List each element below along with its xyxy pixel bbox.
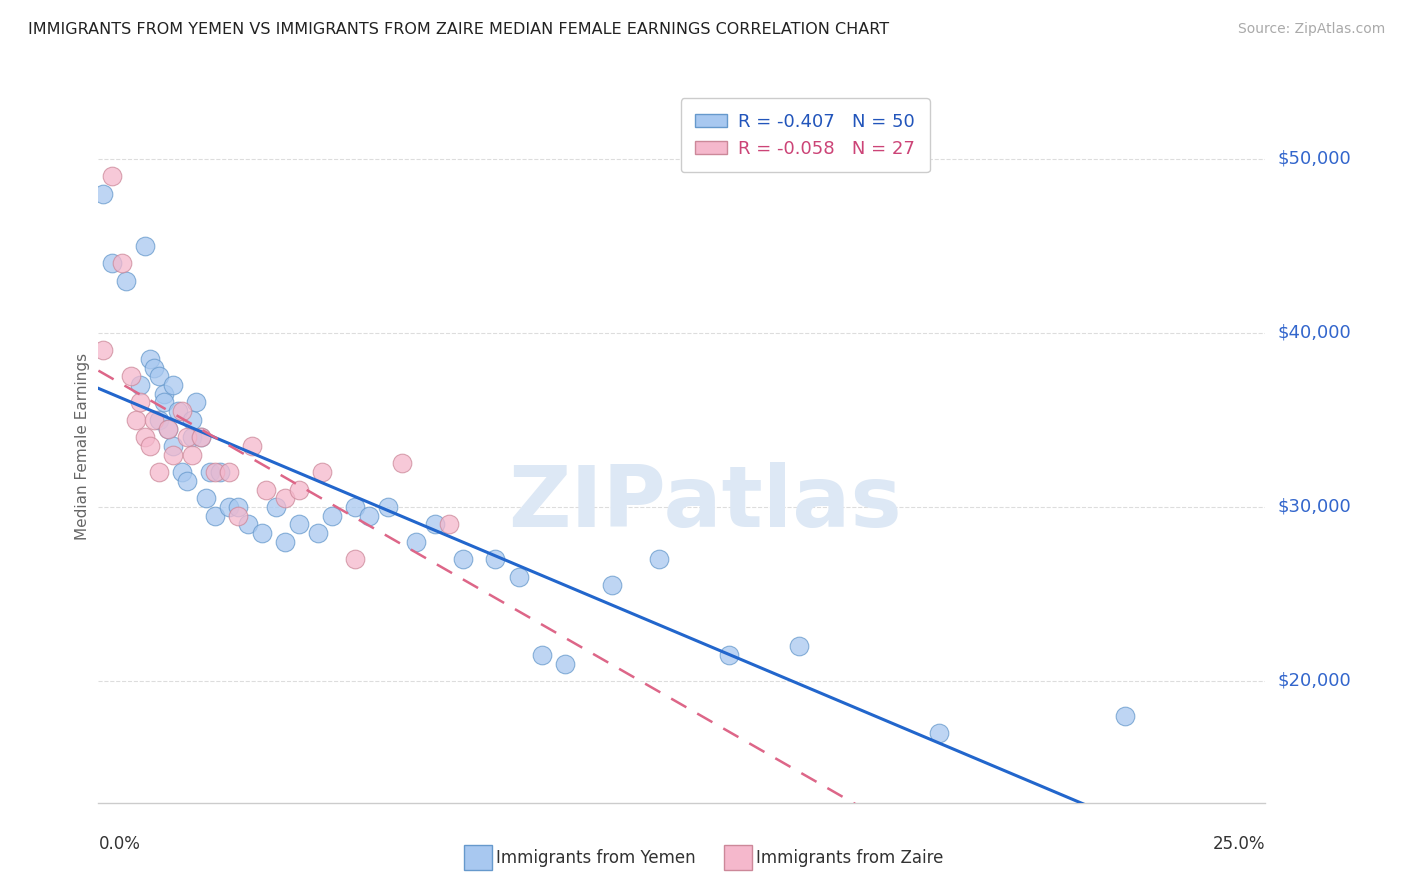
Point	[451, 552, 474, 566]
Point	[180, 430, 202, 444]
Text: Source: ZipAtlas.com: Source: ZipAtlas.com	[1237, 22, 1385, 37]
Point	[190, 430, 212, 444]
Legend: R = -0.407   N = 50, R = -0.058   N = 27: R = -0.407 N = 50, R = -0.058 N = 27	[681, 98, 929, 172]
Point	[508, 569, 530, 583]
Point	[157, 421, 180, 435]
Point	[1114, 708, 1136, 723]
Text: $50,000: $50,000	[1277, 150, 1351, 168]
Point	[423, 517, 446, 532]
Point	[180, 413, 202, 427]
Point	[928, 726, 950, 740]
Point	[218, 465, 240, 479]
Point	[172, 465, 194, 479]
Point	[139, 351, 162, 366]
Point	[152, 395, 174, 409]
Point	[484, 552, 506, 566]
Point	[554, 657, 576, 671]
Point	[129, 378, 152, 392]
Point	[405, 534, 427, 549]
Point	[190, 430, 212, 444]
Text: ZIPatlas: ZIPatlas	[509, 461, 903, 545]
Point	[236, 517, 259, 532]
Text: $40,000: $40,000	[1277, 324, 1351, 342]
Point	[134, 430, 156, 444]
Point	[717, 648, 740, 662]
Point	[152, 386, 174, 401]
Point	[787, 639, 810, 653]
Point	[91, 343, 114, 358]
Point	[139, 439, 162, 453]
Text: Immigrants from Zaire: Immigrants from Zaire	[756, 849, 943, 867]
Point	[274, 534, 297, 549]
Text: IMMIGRANTS FROM YEMEN VS IMMIGRANTS FROM ZAIRE MEDIAN FEMALE EARNINGS CORRELATIO: IMMIGRANTS FROM YEMEN VS IMMIGRANTS FROM…	[28, 22, 889, 37]
Point	[204, 508, 226, 523]
Point	[242, 439, 264, 453]
Text: $30,000: $30,000	[1277, 498, 1351, 516]
Point	[162, 439, 184, 453]
Point	[288, 483, 311, 497]
Point	[391, 457, 413, 471]
Point	[530, 648, 553, 662]
Point	[228, 508, 250, 523]
Point	[344, 552, 367, 566]
Point	[115, 274, 138, 288]
Y-axis label: Median Female Earnings: Median Female Earnings	[75, 352, 90, 540]
Point	[157, 421, 180, 435]
Point	[111, 256, 134, 270]
Text: 0.0%: 0.0%	[98, 835, 141, 853]
Point	[180, 448, 202, 462]
Point	[344, 500, 367, 514]
Point	[162, 448, 184, 462]
Point	[264, 500, 287, 514]
Point	[162, 378, 184, 392]
Point	[204, 465, 226, 479]
Point	[172, 404, 194, 418]
Point	[91, 186, 114, 201]
Point	[129, 395, 152, 409]
Point	[176, 430, 198, 444]
Point	[218, 500, 240, 514]
Point	[101, 169, 124, 184]
Point	[120, 369, 142, 384]
Point	[311, 465, 333, 479]
Point	[647, 552, 669, 566]
Point	[176, 474, 198, 488]
Point	[101, 256, 124, 270]
Point	[143, 413, 166, 427]
Text: $20,000: $20,000	[1277, 672, 1351, 690]
Point	[194, 491, 217, 506]
Point	[256, 483, 278, 497]
Point	[250, 526, 273, 541]
Point	[148, 465, 170, 479]
Text: Immigrants from Yemen: Immigrants from Yemen	[496, 849, 696, 867]
Point	[307, 526, 329, 541]
Point	[148, 369, 170, 384]
Point	[600, 578, 623, 592]
Point	[377, 500, 399, 514]
Point	[186, 395, 208, 409]
Point	[288, 517, 311, 532]
Point	[359, 508, 381, 523]
Point	[228, 500, 250, 514]
Point	[321, 508, 343, 523]
Point	[274, 491, 297, 506]
Point	[134, 239, 156, 253]
Point	[143, 360, 166, 375]
Point	[125, 413, 148, 427]
Point	[200, 465, 222, 479]
Point	[208, 465, 231, 479]
Text: 25.0%: 25.0%	[1213, 835, 1265, 853]
Point	[437, 517, 460, 532]
Point	[148, 413, 170, 427]
Point	[166, 404, 188, 418]
